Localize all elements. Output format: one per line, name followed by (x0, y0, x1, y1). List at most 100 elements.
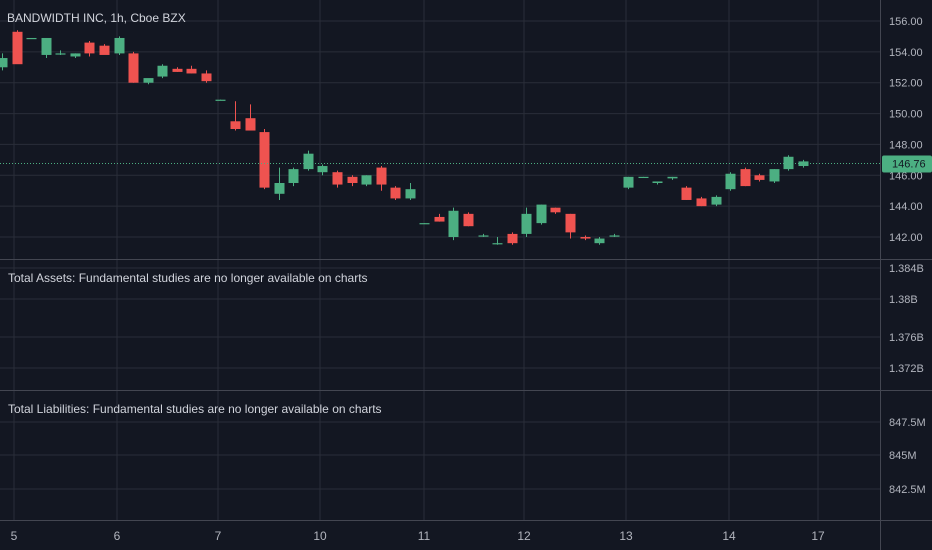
time-tick-label: 10 (313, 529, 327, 543)
assets-tick-label: 1.376B (889, 332, 924, 344)
price-tick-label: 150.00 (889, 109, 923, 121)
candle (303, 150, 314, 171)
candle (55, 50, 66, 55)
candle (70, 53, 81, 59)
liabilities-tick-label: 842.5M (889, 484, 926, 496)
candle-body (609, 235, 620, 237)
badge-layer: 146.76 (0, 155, 932, 173)
candle-body (157, 65, 168, 77)
time-tick-label: 5 (11, 529, 18, 543)
candle (332, 170, 343, 188)
candle-body (259, 132, 270, 188)
candle (580, 235, 591, 241)
total-liabilities-label: Total Liabilities: Fundamental studies a… (8, 402, 382, 416)
candle-body (317, 166, 328, 173)
candle (390, 186, 401, 200)
candle-body (172, 68, 183, 72)
candle (623, 176, 634, 190)
candle-body (114, 37, 125, 54)
candle (26, 37, 37, 40)
candle (754, 173, 765, 182)
candle (725, 172, 736, 191)
candle-body (740, 169, 751, 187)
candle (711, 195, 722, 207)
candle-body (580, 237, 591, 239)
assets-tick-label: 1.38B (889, 294, 918, 306)
candle (565, 213, 576, 239)
candle (419, 223, 430, 225)
candle (609, 233, 620, 237)
candle (114, 36, 125, 55)
candle-body (41, 37, 52, 55)
candle (536, 204, 547, 225)
candle-body (201, 73, 212, 82)
assets-tick-label: 1.384B (889, 263, 924, 275)
candle-body (594, 238, 605, 244)
candle-body (565, 213, 576, 233)
candle-body (448, 210, 459, 237)
candle-body (463, 213, 474, 227)
candle-body (70, 53, 81, 57)
candle-body (419, 223, 430, 225)
candle-body (478, 235, 489, 237)
candle-body (84, 42, 95, 54)
candle (143, 78, 154, 85)
candle (347, 175, 358, 187)
candle-body (550, 207, 561, 213)
candle-body (783, 156, 794, 170)
axis-layer: 156.00 154.00 152.00 150.00 148.00 146.00 144.… (11, 16, 926, 543)
candle-body (376, 167, 387, 185)
candle (259, 129, 270, 190)
candle (448, 207, 459, 241)
candle (681, 186, 692, 200)
candle (405, 183, 416, 200)
candle (652, 181, 663, 185)
candle (12, 30, 23, 65)
candle (215, 99, 226, 101)
candle (696, 196, 707, 207)
candle-body (215, 99, 226, 101)
candle (521, 207, 532, 237)
candle (99, 44, 110, 55)
candle-body (405, 189, 416, 199)
candle-layer (0, 30, 809, 245)
candle-body (711, 196, 722, 205)
candle-body (681, 187, 692, 200)
candle-body (696, 198, 707, 207)
candle (463, 212, 474, 227)
candle (492, 237, 503, 245)
candle (201, 70, 212, 83)
candle-body (143, 78, 154, 83)
candle (376, 166, 387, 191)
time-tick-label: 12 (517, 529, 531, 543)
candle (230, 101, 241, 131)
candle (769, 169, 780, 183)
candle (0, 53, 8, 71)
candle-body (390, 187, 401, 199)
candle (317, 164, 328, 176)
candle-body (347, 176, 358, 183)
candle (84, 41, 95, 57)
last-price-badge-text: 146.76 (892, 159, 926, 171)
candle-body (507, 233, 518, 244)
candle (798, 159, 809, 168)
candle (783, 155, 794, 171)
candle (667, 176, 678, 180)
candle (740, 167, 751, 187)
candle (594, 237, 605, 245)
candle-body (245, 118, 256, 131)
candle-body (536, 204, 547, 224)
candle (172, 67, 183, 72)
candle (361, 175, 372, 187)
liabilities-tick-label: 847.5M (889, 417, 926, 429)
price-tick-label: 148.00 (889, 139, 923, 151)
candle-body (492, 243, 503, 245)
candle (128, 51, 139, 83)
time-tick-label: 14 (722, 529, 736, 543)
candle-body (754, 175, 765, 180)
candle (288, 167, 299, 187)
total-assets-label: Total Assets: Fundamental studies are no… (8, 271, 368, 285)
